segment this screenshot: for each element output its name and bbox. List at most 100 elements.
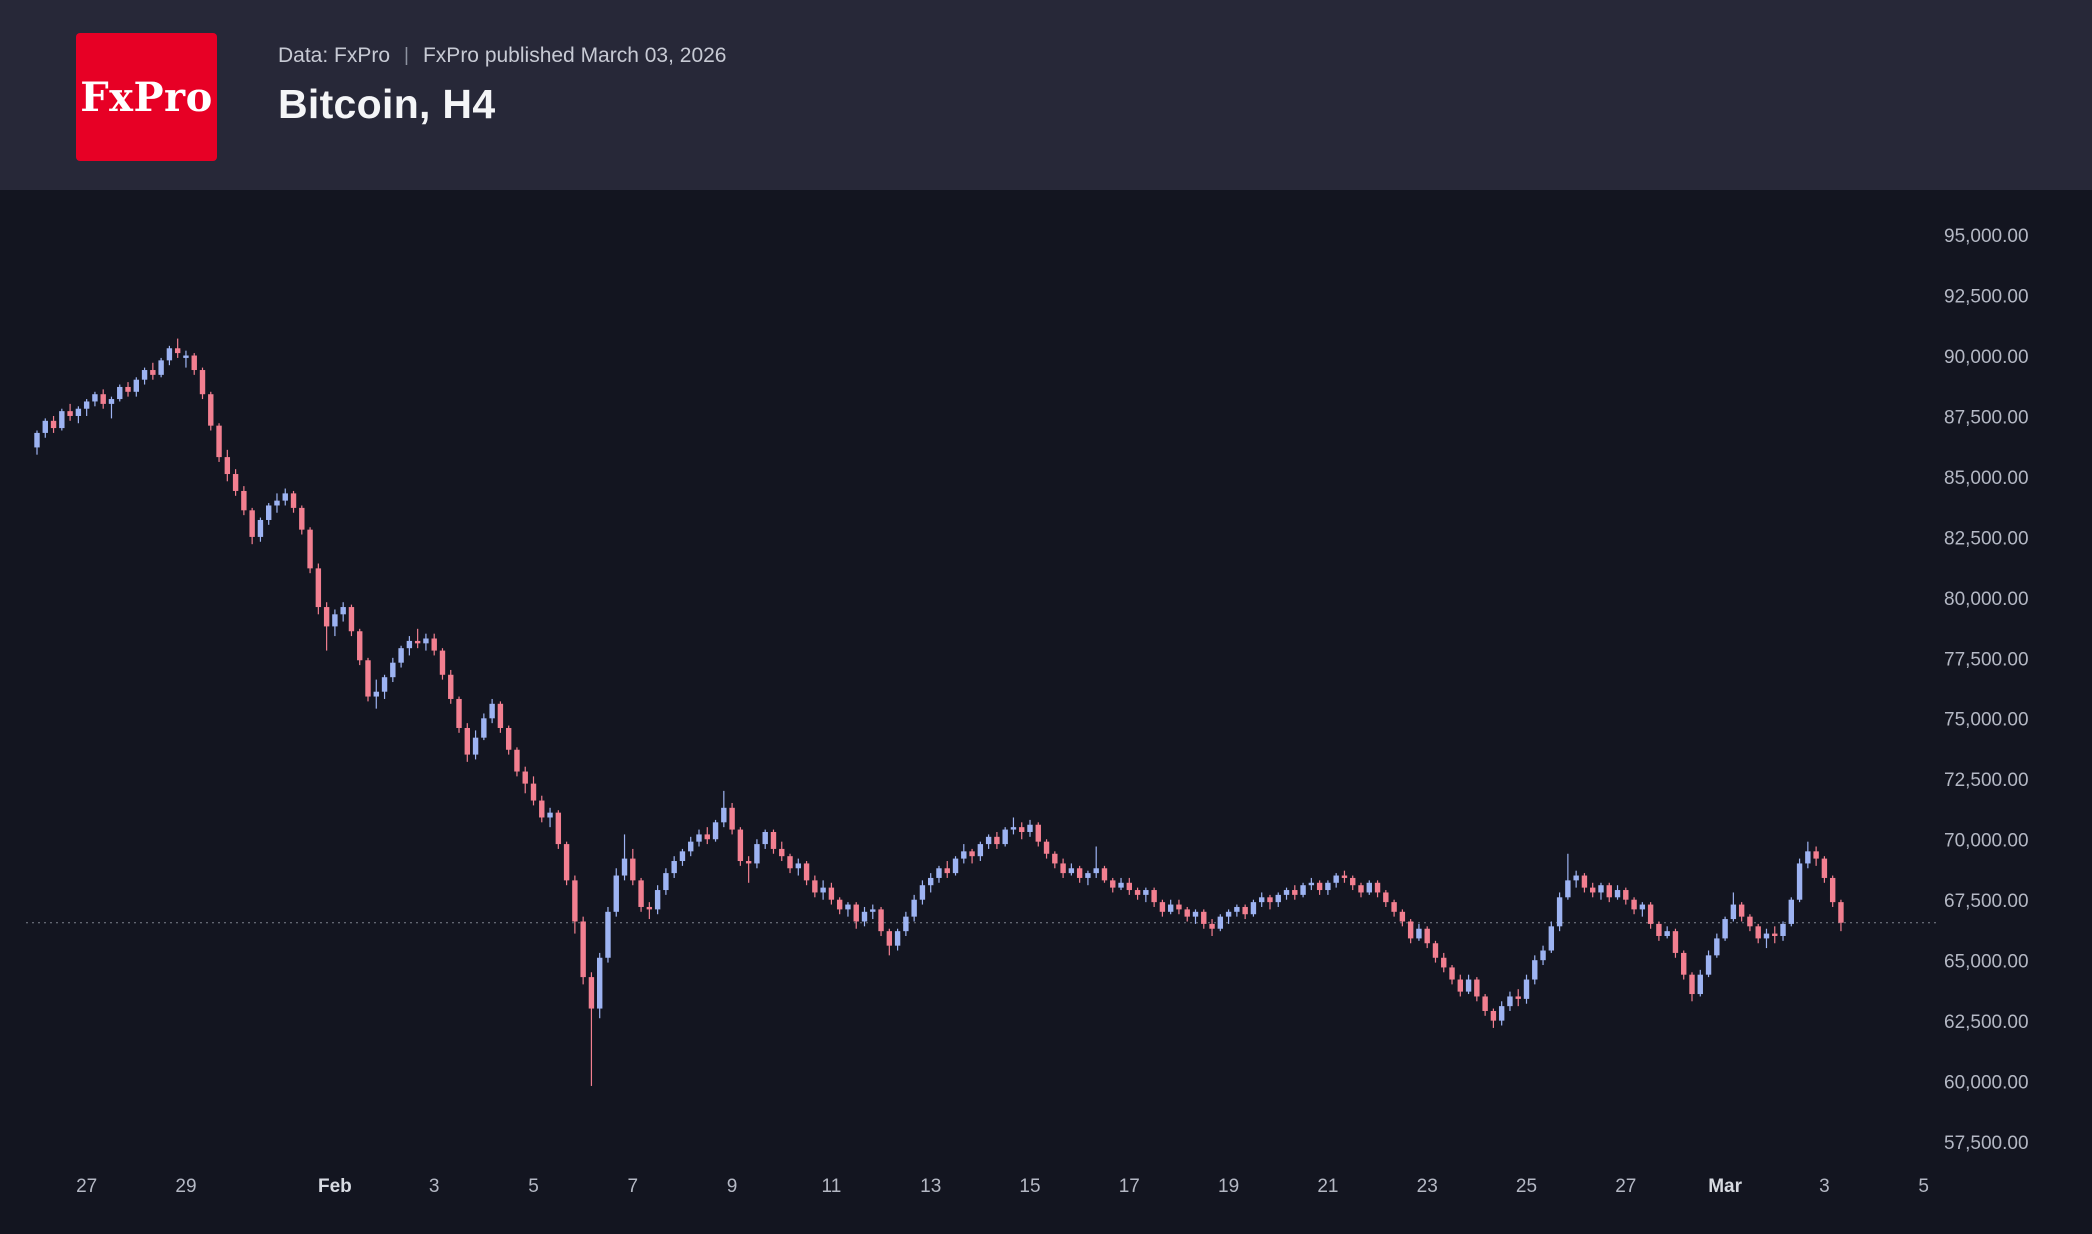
candle-body [1068, 868, 1075, 874]
candle-body [1209, 923, 1215, 929]
candle-body [315, 568, 322, 608]
candle-body [1730, 904, 1737, 920]
candle-body [1523, 979, 1530, 999]
candle-body [489, 703, 495, 719]
candle-body [1159, 902, 1166, 912]
candle-body [257, 519, 264, 537]
candle-body [1350, 877, 1356, 886]
candle-body [721, 807, 727, 823]
y-axis-label: 72,500.00 [1944, 770, 2029, 791]
fxpro-logo-text: FxPro [80, 73, 213, 121]
candle-body [886, 931, 893, 946]
chart-area: 95,000.00 92,500.00 90,000.00 87,500.00 85,0… [0, 190, 2092, 1234]
candle-body [1060, 863, 1066, 874]
candle-body [75, 408, 82, 416]
candle-body [50, 420, 57, 429]
candle-body [1714, 938, 1720, 956]
candle-body [1201, 911, 1207, 924]
candle-body [1598, 885, 1604, 893]
x-axis-label: Feb [318, 1176, 352, 1197]
candle-body [1697, 974, 1703, 995]
candle-body [1565, 880, 1571, 898]
candle-body [1110, 880, 1116, 888]
candle-body [878, 909, 884, 932]
candle-body [431, 638, 437, 651]
candle-body [42, 420, 48, 433]
candle-body [150, 370, 156, 375]
candle-body [481, 718, 487, 738]
candle-body [1010, 827, 1017, 830]
candle-body [762, 831, 768, 845]
candle-body [1763, 933, 1770, 939]
candle-body [381, 677, 388, 692]
candle-body [357, 631, 363, 661]
y-axis-label: 62,500.00 [1944, 1012, 2029, 1033]
x-axis-label: 3 [1819, 1176, 1830, 1197]
candle-body [290, 493, 297, 508]
candle-body [1250, 902, 1257, 915]
candle-body [1242, 906, 1248, 915]
candle-body [1755, 926, 1761, 939]
candle-body [1407, 921, 1414, 939]
candle-body [249, 510, 255, 537]
candle-body [1672, 931, 1679, 953]
candle-body [1772, 933, 1778, 936]
candle-body [1796, 863, 1803, 900]
candle-body [530, 783, 537, 801]
candle-body [803, 863, 810, 881]
candle-body [1259, 897, 1265, 903]
y-axis-label: 82,500.00 [1944, 528, 2029, 549]
fxpro-logo: FxPro [76, 33, 217, 161]
candle-body [737, 829, 744, 862]
x-axis-label: 25 [1516, 1176, 1537, 1197]
candle-body [1151, 890, 1157, 903]
candle-body [1838, 902, 1844, 923]
candle-body [1581, 875, 1588, 888]
candle-body [67, 411, 73, 416]
candle-body [588, 977, 595, 1009]
candle-body [1515, 996, 1521, 999]
x-axis-label: Mar [1708, 1176, 1742, 1197]
header-text: Data: FxPro | FxPro published March 03, … [278, 44, 727, 128]
candle-body [1225, 911, 1232, 917]
candle-body [1374, 882, 1381, 893]
candle-body [1085, 873, 1091, 878]
candle-body [1341, 875, 1348, 878]
x-axis-label: 17 [1119, 1176, 1140, 1197]
candle-body [1027, 824, 1033, 832]
candle-body [1176, 904, 1182, 910]
candle-body [117, 386, 123, 400]
candle-body [1019, 827, 1025, 832]
candle-body [1705, 955, 1712, 975]
x-axis-label: 13 [920, 1176, 941, 1197]
x-axis-label: 23 [1417, 1176, 1438, 1197]
y-axis-label: 65,000.00 [1944, 952, 2029, 973]
candle-body [1366, 882, 1372, 893]
candle-body [1647, 904, 1654, 924]
candle-body [729, 807, 735, 830]
candle-body [580, 921, 586, 978]
y-axis-label: 57,500.00 [1944, 1133, 2029, 1154]
candle-body [1391, 902, 1397, 912]
candle-body [1424, 928, 1430, 944]
candle-body [1234, 906, 1240, 912]
candle-body [241, 490, 247, 511]
y-axis-label: 80,000.00 [1944, 589, 2029, 610]
candle-body [1217, 916, 1224, 929]
candle-body [1623, 890, 1629, 900]
candle-body [472, 737, 479, 755]
candle-body [1333, 875, 1339, 883]
candle-body [522, 771, 528, 784]
candle-body [770, 831, 777, 849]
candle-body [712, 822, 719, 840]
candle-body [514, 749, 520, 772]
candle-body [1035, 824, 1041, 842]
candle-body [961, 851, 967, 859]
y-axis-label: 70,000.00 [1944, 831, 2029, 852]
candle-body [1482, 996, 1488, 1011]
x-axis-label: 19 [1218, 1176, 1239, 1197]
candle-body [59, 411, 65, 429]
y-axis-label: 90,000.00 [1944, 347, 2029, 368]
candle-body [423, 638, 429, 644]
page-title: Bitcoin, H4 [278, 81, 496, 127]
